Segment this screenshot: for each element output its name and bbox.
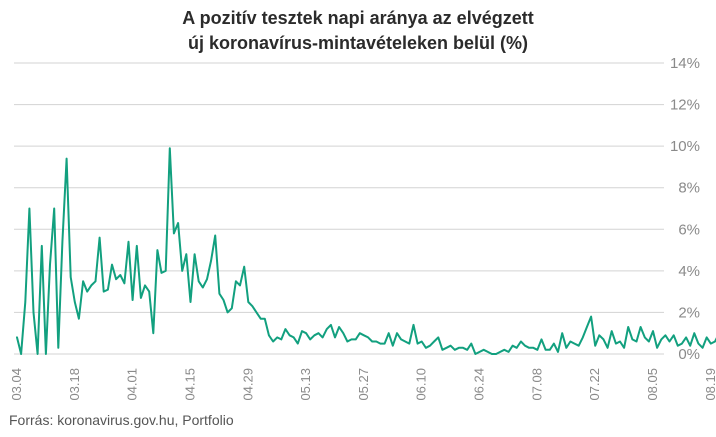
y-tick-label: 0% (678, 346, 700, 363)
x-tick-label: 06.24 (472, 368, 487, 401)
x-tick-label: 08.05 (645, 368, 660, 401)
y-tick-label: 14% (670, 55, 700, 72)
x-tick-label: 08.19 (703, 368, 716, 401)
x-tick-label: 03.04 (9, 368, 24, 401)
y-tick-label: 10% (670, 138, 700, 155)
x-tick-label: 06.10 (414, 368, 429, 401)
x-tick-label: 07.08 (529, 368, 544, 401)
y-tick-label: 4% (678, 263, 700, 280)
x-tick-label: 04.01 (125, 368, 140, 401)
x-tick-label: 05.27 (356, 368, 371, 401)
y-tick-label: 2% (678, 304, 700, 321)
x-axis-tick-labels: 03.04 03.18 04.01 04.15 04.29 05.13 05.27 06.10… (9, 368, 716, 401)
x-tick-label: 04.29 (240, 368, 255, 401)
x-tick-label: 07.22 (587, 368, 602, 401)
chart-title-line-1: A pozitív tesztek napi aránya az elvégze… (182, 8, 534, 28)
series-line-positive-rate (16, 147, 716, 355)
y-tick-label: 8% (678, 180, 700, 197)
y-tick-label: 12% (670, 97, 700, 114)
source-note: Forrás: koronavirus.gov.hu, Portfolio (9, 412, 234, 428)
gridlines (14, 62, 664, 355)
chart-title: A pozitív tesztek napi aránya az elvégze… (0, 6, 716, 56)
x-tick-label: 03.18 (67, 368, 82, 401)
x-tick-label: 04.15 (182, 368, 197, 401)
y-axis-tick-labels: 0% 2% 4% 6% 8% 10% 12% 14% (670, 55, 700, 363)
chart-title-line-2: új koronavírus-mintavételeken belül (%) (187, 33, 529, 53)
x-tick-label: 05.13 (298, 368, 313, 401)
y-tick-label: 6% (678, 221, 700, 238)
